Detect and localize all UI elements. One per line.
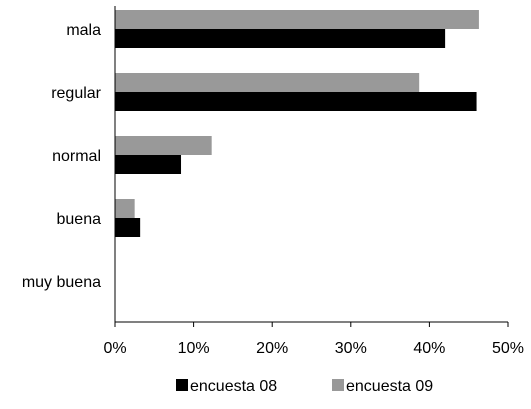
legend: encuesta 08 encuesta 09 [176, 378, 433, 395]
bar-encuesta-08-regular [115, 92, 477, 111]
category-label: muy buena [22, 274, 101, 291]
x-tick-label: 40% [413, 340, 445, 357]
bar-encuesta-09-regular [115, 73, 420, 92]
plot-area: mala regular normal buena muy buena 0% 10% 20% 3… [22, 6, 524, 357]
bar-encuesta-09-buena [115, 199, 135, 218]
legend-label: encuesta 09 [346, 378, 433, 395]
category-label: mala [66, 22, 101, 39]
legend-swatch [176, 379, 188, 391]
bar-encuesta-08-mala [115, 29, 446, 48]
bar-encuesta-09-mala [115, 10, 479, 29]
category-label: normal [52, 148, 101, 165]
x-tick-label: 0% [103, 340, 126, 357]
x-tick-label: 20% [256, 340, 288, 357]
bar-encuesta-09-normal [115, 136, 212, 155]
x-tick-label: 50% [492, 340, 524, 357]
x-tick-label: 10% [178, 340, 210, 357]
category-label: buena [57, 211, 102, 228]
x-tick-label: 30% [335, 340, 367, 357]
category-label: regular [51, 85, 101, 102]
legend-swatch [332, 379, 344, 391]
legend-label: encuesta 08 [190, 378, 277, 395]
bar-encuesta-08-buena [115, 218, 141, 237]
bar-encuesta-08-normal [115, 155, 182, 174]
